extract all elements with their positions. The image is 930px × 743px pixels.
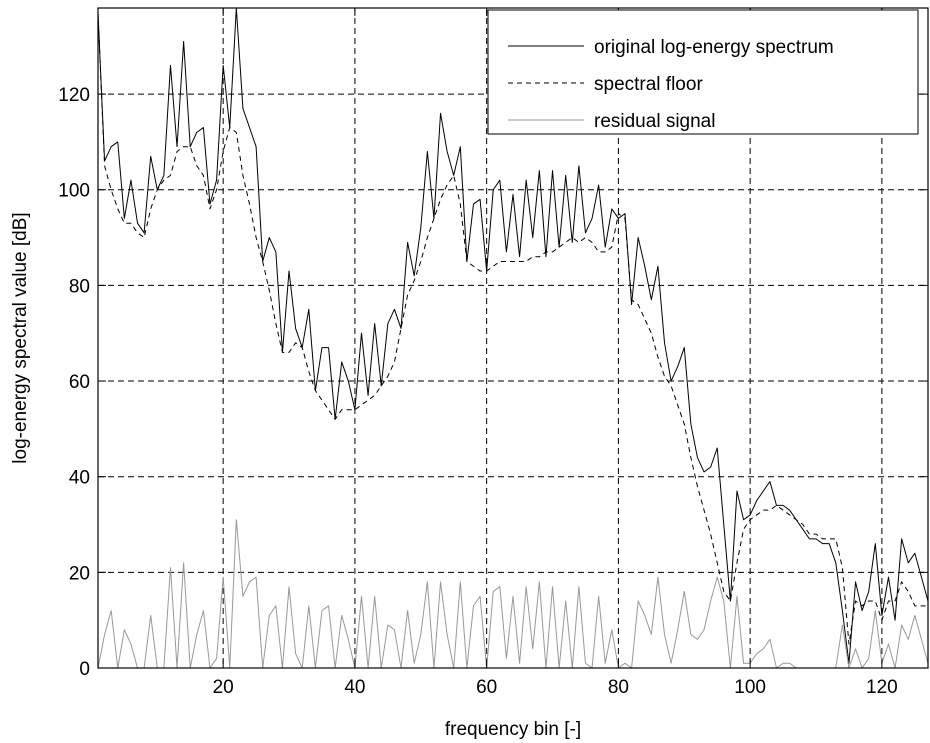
y-tick-label: 60 — [69, 372, 90, 393]
series-line-3 — [97, 519, 929, 669]
plot-frame — [97, 7, 929, 669]
y-tick-label: 100 — [58, 181, 90, 202]
x-tick-label: 80 — [608, 677, 629, 698]
y-tick-label: 40 — [69, 468, 90, 489]
y-tick-label: 20 — [69, 563, 90, 584]
y-tick-label: 120 — [58, 85, 90, 106]
series-line-2 — [97, 12, 928, 645]
legend-box — [487, 9, 919, 135]
axes: 20 40 60 80 100 120 0 20 40 60 80 100 120 — [58, 7, 929, 698]
x-tick-label: 100 — [734, 677, 766, 698]
y-tick-label: 80 — [69, 276, 90, 297]
legend-label-3: residual signal — [594, 111, 715, 132]
legend: original log-energy spectrum spectral flo… — [487, 9, 919, 135]
x-tick-label: 40 — [344, 677, 365, 698]
x-tick-label: 60 — [476, 677, 497, 698]
x-tick-label: 20 — [213, 677, 234, 698]
x-axis-title: frequency bin [-] — [445, 719, 581, 740]
legend-label-1: original log-energy spectrum — [594, 37, 834, 58]
y-tick-label: 0 — [79, 659, 90, 680]
y-axis-title: log-energy spectral value [dB] — [10, 212, 31, 463]
legend-label-2: spectral floor — [594, 74, 703, 95]
x-tick-label: 120 — [866, 677, 898, 698]
